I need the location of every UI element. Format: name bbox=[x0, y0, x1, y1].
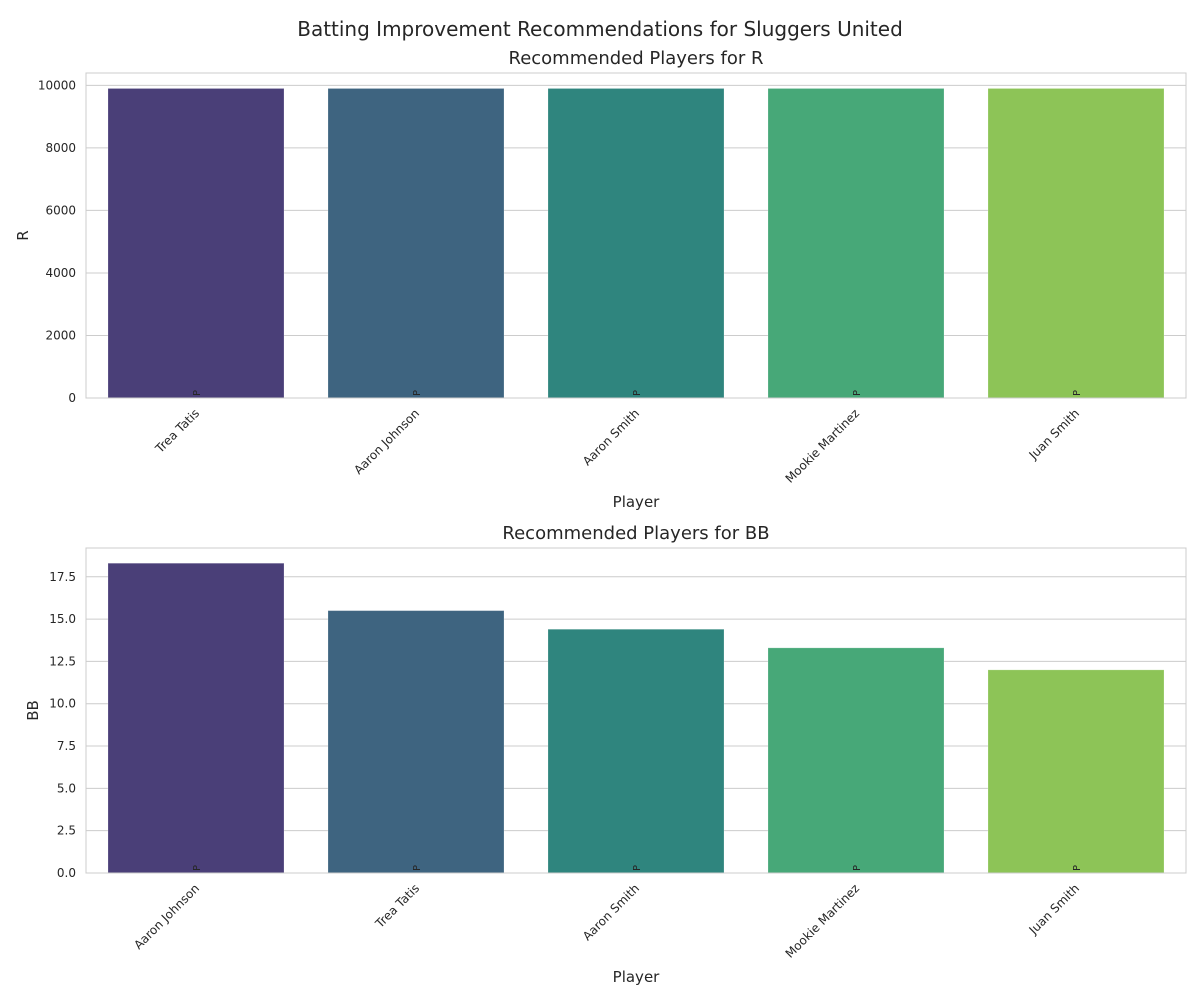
chart1-y-tick-label: 2000 bbox=[45, 328, 76, 342]
chart2-x-tick-label: Aaron Johnson bbox=[131, 881, 202, 952]
chart1-bar bbox=[547, 88, 725, 399]
chart1-y-axis-label: R bbox=[14, 230, 32, 240]
chart1-bar-label: P bbox=[1072, 390, 1083, 396]
chart2-bar-label: P bbox=[192, 865, 203, 871]
chart1-x-tick-label: Trea Tatis bbox=[152, 406, 202, 456]
figure-title: Batting Improvement Recommendations for … bbox=[297, 17, 903, 41]
chart-panel-r: 0 2000 4000 6000 8000 10000 P Trea Tatis P Aaron … bbox=[14, 48, 1187, 511]
chart2-bar bbox=[327, 610, 505, 874]
chart2-y-tick-label: 10.0 bbox=[49, 697, 76, 711]
chart1-bar bbox=[327, 88, 505, 399]
chart1-x-tick-label: Juan Smith bbox=[1026, 406, 1082, 462]
chart1-y-tick-label: 10000 bbox=[38, 78, 76, 92]
chart1-bar bbox=[107, 88, 285, 399]
chart2-bar-label: P bbox=[632, 865, 643, 871]
chart-panel-bb: 0.0 2.5 5.0 7.5 10.0 12.5 15.0 17.5 P Aaron Johns… bbox=[24, 523, 1187, 986]
chart1-y-tick-label: 0 bbox=[68, 391, 76, 405]
chart2-title: Recommended Players for BB bbox=[502, 523, 769, 544]
chart2-bar bbox=[767, 647, 945, 874]
chart2-bar-label: P bbox=[1072, 865, 1083, 871]
chart2-axes-frame bbox=[85, 547, 1187, 874]
chart1-bar-label: P bbox=[192, 390, 203, 396]
chart1-title: Recommended Players for R bbox=[509, 48, 764, 69]
chart1-x-tick-label: Aaron Johnson bbox=[351, 406, 422, 477]
chart2-y-tick-label: 17.5 bbox=[49, 570, 76, 584]
chart2-bar bbox=[987, 669, 1165, 874]
chart2-x-tick-label: Mookie Martinez bbox=[783, 881, 863, 961]
chart2-y-tick-label: 15.0 bbox=[49, 612, 76, 626]
chart2-bar-label: P bbox=[412, 865, 423, 871]
chart2-y-tick-label: 5.0 bbox=[57, 781, 76, 795]
chart1-x-axis-label: Player bbox=[613, 493, 661, 511]
chart2-x-tick-label: Trea Tatis bbox=[372, 881, 422, 931]
chart1-y-tick-label: 4000 bbox=[45, 266, 76, 280]
chart2-y-tick-label: 7.5 bbox=[57, 739, 76, 753]
chart2-x-tick-label: Aaron Smith bbox=[580, 881, 642, 943]
chart2-bar-label: P bbox=[852, 865, 863, 871]
chart1-y-tick-label: 8000 bbox=[45, 141, 76, 155]
chart1-axes-frame bbox=[85, 72, 1187, 399]
chart2-y-tick-label: 2.5 bbox=[57, 824, 76, 838]
chart1-x-tick-label: Mookie Martinez bbox=[783, 406, 863, 486]
chart1-bar-label: P bbox=[412, 390, 423, 396]
chart1-y-tick-label: 6000 bbox=[45, 203, 76, 217]
chart2-bar bbox=[547, 628, 725, 874]
chart1-bar-label: P bbox=[852, 390, 863, 396]
chart1-bar bbox=[767, 88, 945, 399]
chart1-x-tick-label: Aaron Smith bbox=[580, 406, 642, 468]
chart1-bar bbox=[987, 88, 1165, 399]
chart2-bar bbox=[107, 562, 285, 874]
chart2-x-tick-label: Juan Smith bbox=[1026, 881, 1082, 937]
chart2-y-tick-label: 0.0 bbox=[57, 866, 76, 880]
chart1-bar-label: P bbox=[632, 390, 643, 396]
chart2-x-axis-label: Player bbox=[613, 968, 661, 986]
chart2-y-axis-label: BB bbox=[24, 700, 42, 721]
chart2-y-tick-label: 12.5 bbox=[49, 654, 76, 668]
